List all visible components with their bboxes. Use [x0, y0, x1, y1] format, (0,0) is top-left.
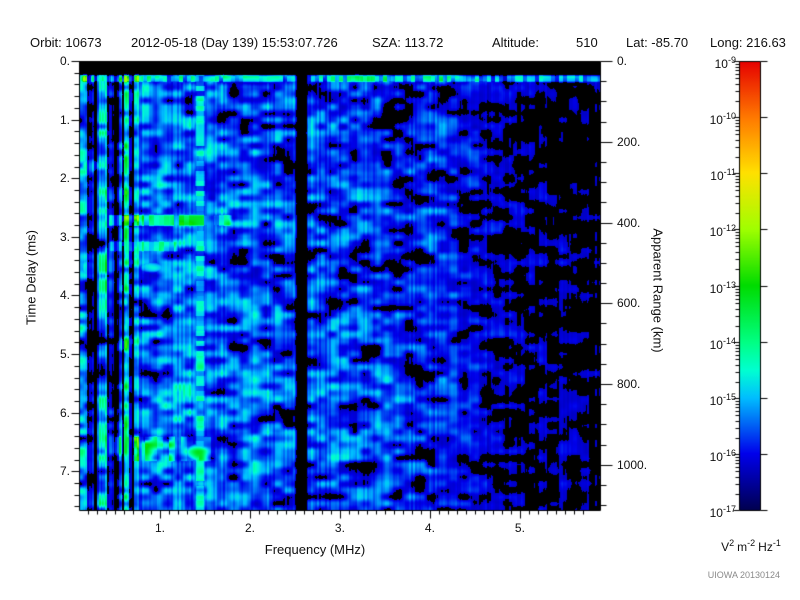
- y-tick-label: 5.: [59, 347, 70, 362]
- latitude-field: Lat: -85.70: [626, 35, 689, 50]
- colorbar-tick-label: 10-10: [709, 111, 736, 128]
- colorbar-tick-label: 10-15: [709, 391, 736, 408]
- x-tick-label: 5.: [514, 521, 525, 535]
- x-axis-title: Frequency (MHz): [264, 542, 366, 557]
- longitude-field: Long: 216.63: [710, 35, 786, 50]
- altitude-value: 510: [576, 35, 598, 50]
- x-tick-label: 3.: [334, 521, 345, 535]
- y2-tick-label: 400.: [617, 215, 641, 230]
- orbit-field: Orbit: 10673: [30, 35, 102, 50]
- y-tick-label: 3.: [59, 229, 70, 244]
- y2-tick-label: 600.: [617, 296, 641, 311]
- y-tick-label: 4.: [59, 288, 70, 303]
- colorbar-tick-label: 10-17: [709, 504, 736, 520]
- colorbar-tick-label: 10-11: [710, 167, 736, 184]
- altitude-label: Altitude:: [492, 35, 539, 50]
- colorbar-tick-label: 10-13: [709, 279, 736, 296]
- colorbar-tick-label: 10-12: [709, 223, 736, 240]
- x-tick-label: 1.: [154, 521, 165, 535]
- y-tick-label: 7.: [59, 464, 70, 479]
- sza-field: SZA: 113.72: [372, 35, 444, 50]
- y-tick-label: 1.: [59, 112, 70, 127]
- y2-tick-label: 800.: [617, 377, 641, 392]
- y-tick-label: 6.: [59, 405, 70, 420]
- y2-tick-label: 200.: [617, 134, 641, 149]
- datetime-field: 2012-05-18 (Day 139) 15:53:07.726: [131, 35, 338, 50]
- x-tick-label: 2.: [244, 521, 255, 535]
- colorbar-tick-label: 10-9: [714, 55, 736, 71]
- colorbar-units-label: V2 m-2 Hz-1: [721, 538, 781, 554]
- y-tick-label: 2.: [59, 171, 70, 186]
- x-tick-label: 4.: [424, 521, 435, 535]
- y-tick-label: 0.: [59, 54, 70, 68]
- colorbar-tick-label: 10-16: [709, 447, 736, 464]
- y2-tick-label: 1000.: [617, 457, 648, 472]
- credit-stamp: UIOWA 20130124: [707, 570, 780, 580]
- colorbar-tick-label: 10-14: [709, 335, 736, 352]
- y2-tick-label: 0.: [617, 54, 628, 68]
